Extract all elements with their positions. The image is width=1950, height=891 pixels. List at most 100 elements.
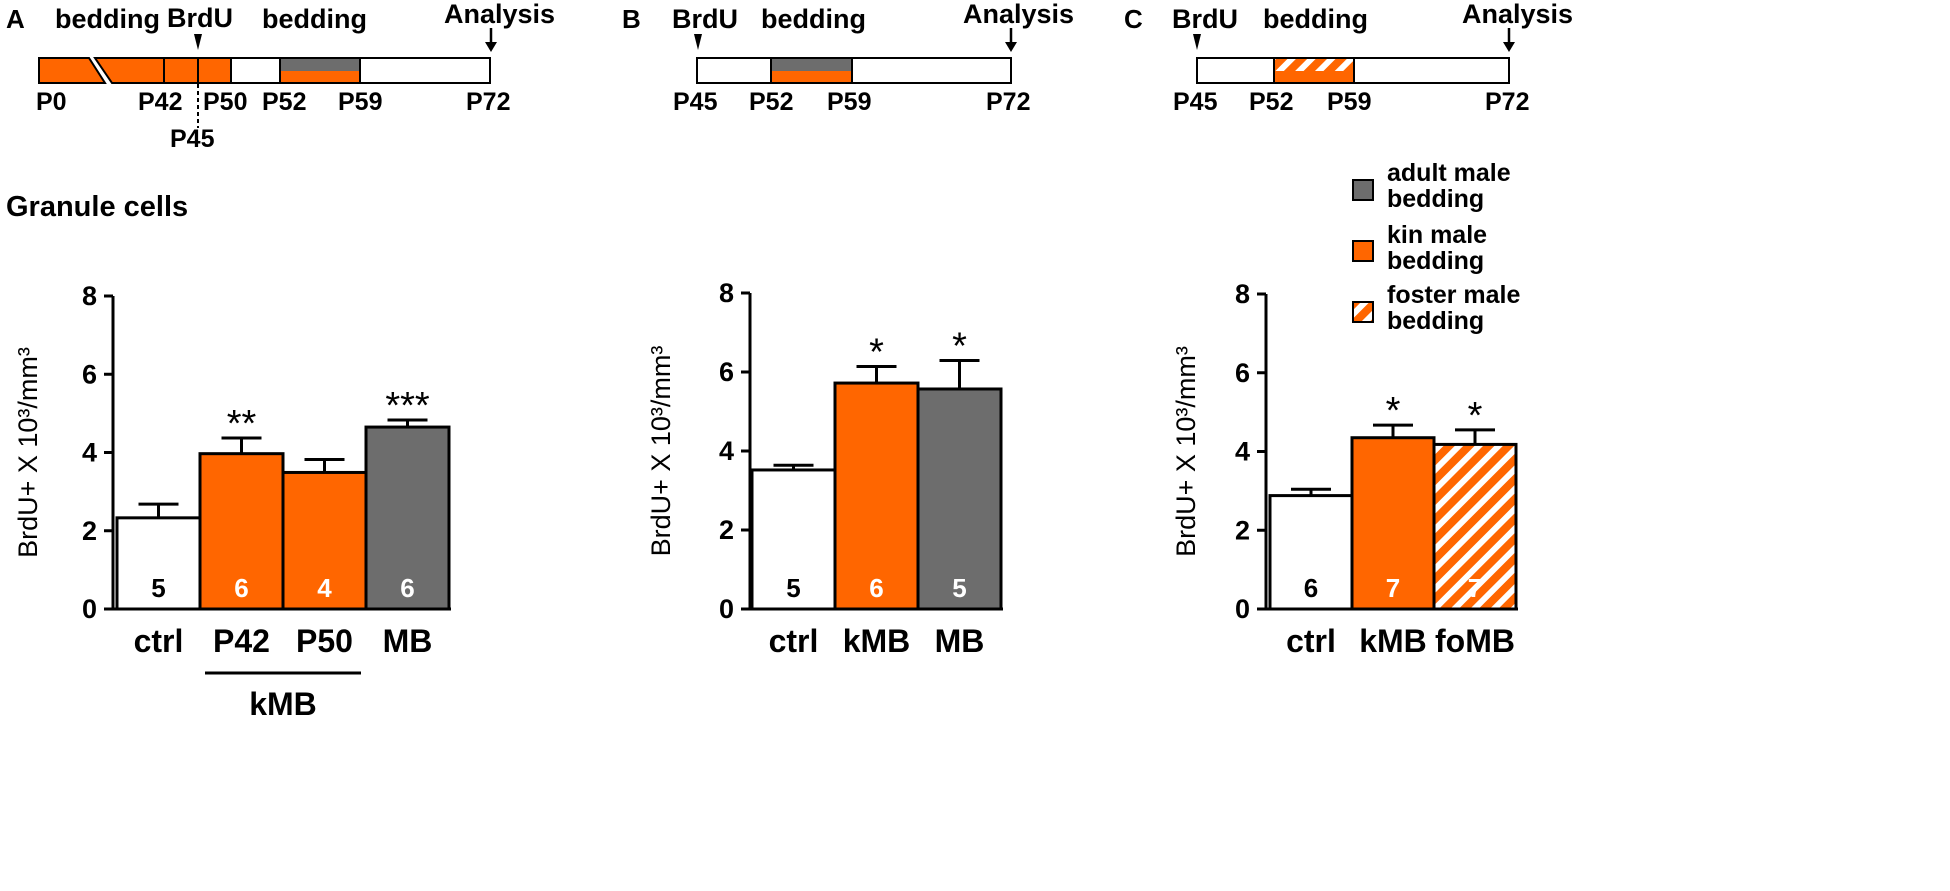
brdu-arrow-icon [1193,34,1201,50]
timeline-c-tick: P45 [1173,88,1218,116]
timeline-a-brdu-label: BrdU [167,3,233,33]
timeline-b-analysis-label: Analysis [963,0,1074,29]
group-label: kMB [249,686,317,722]
y-tick-label: 2 [719,515,734,545]
timeline-b-tick: P52 [749,88,793,116]
y-tick-label: 4 [1235,437,1250,467]
timeline-a-tick: P52 [262,88,306,116]
significance-label: *** [385,385,430,427]
timeline-a-adult-bedding [280,58,360,71]
category-label: ctrl [1286,623,1336,659]
n-label: 6 [234,573,248,603]
timeline-a-tick: P0 [36,88,67,116]
category-label: ctrl [134,623,184,659]
bar [916,387,1003,611]
timeline-c-tick: P72 [1485,88,1529,116]
brdu-arrow-icon [194,34,202,50]
timeline-b-adult-bedding [771,58,852,71]
n-label: 6 [400,573,414,603]
significance-label: * [952,326,967,368]
analysis-arrow-icon [1503,42,1515,52]
n-label: 6 [1304,573,1318,603]
bar [1350,436,1436,611]
panel-letter-a: A [6,4,25,34]
panel-letter-c: C [1124,4,1143,34]
y-tick-label: 8 [82,281,97,311]
timeline-a-bedding2-label: bedding [262,4,367,34]
category-label: kMB [843,623,911,659]
y-tick-label: 8 [719,278,734,308]
y-tick-label: 6 [719,357,734,387]
legend-swatch-adult [1352,179,1374,201]
y-tick-label: 2 [1235,515,1250,545]
analysis-arrow-icon [1005,42,1017,52]
y-tick-label: 0 [1235,594,1250,624]
y-tick-label: 2 [82,516,97,546]
legend-label-adult: adult male [1387,159,1511,187]
category-label: ctrl [769,623,819,659]
n-label: 4 [317,573,332,603]
category-label: MB [935,623,985,659]
timeline-a-tick: P50 [203,88,247,116]
timeline-b-bar [696,57,1012,84]
chart-a: 0 2 4 6 8 BrdU+ X 10³/mm³ 5 ctrl ** 6 P42 4 P50 *** 6 M… [13,281,451,722]
timeline-a-tick-p45: P45 [170,125,215,153]
timeline-b-brdu-label: BrdU [672,4,738,34]
timeline-a-kin-bedding [280,71,360,83]
legend-label-foster-line2: bedding [1387,307,1484,335]
bar [1268,494,1354,611]
timeline-c-tick: P59 [1327,88,1371,116]
section-title: Granule cells [6,191,188,223]
significance-label: * [1386,390,1401,432]
category-label: MB [383,623,433,659]
timeline-c-tick: P52 [1249,88,1293,116]
timeline-a-analysis-label: Analysis [444,0,555,29]
n-label: 5 [786,573,800,603]
y-axis-label: BrdU+ X 10³/mm³ [13,347,43,558]
category-label: kMB [1359,623,1427,659]
y-tick-label: 4 [719,436,734,466]
bar [1432,442,1518,611]
timeline-c-bedding-label: bedding [1263,4,1368,34]
y-tick-label: 6 [1235,358,1250,388]
y-tick-label: 4 [82,438,97,468]
legend: adult male bedding kin male bedding fost… [1352,159,1520,335]
significance-label: * [1468,395,1483,437]
analysis-arrow-icon [485,42,497,52]
timeline-a-segment-p0 [38,57,107,84]
timeline-b-tick: P72 [986,88,1030,116]
timeline-a: bedding BrdU bedding Analysis P0 P42 P50… [36,0,555,153]
bar [198,452,285,611]
timeline-c-brdu-label: BrdU [1172,4,1238,34]
timeline-a-tick: P72 [466,88,510,116]
y-tick-label: 0 [82,594,97,624]
chart-b: 0 2 4 6 8 BrdU+ X 10³/mm³ 5 ctrl * 6 kMB * 5 MB [646,278,1003,659]
chart-c: 0 2 4 6 8 BrdU+ X 10³/mm³ 6 ctrl * 7 kMB * 7 foMB [1171,279,1518,659]
timeline-c-foster-bedding [1274,58,1354,71]
y-tick-label: 8 [1235,279,1250,309]
bar [750,468,837,611]
significance-label: * [869,331,884,373]
n-label: 5 [952,573,966,603]
n-label: 6 [869,573,883,603]
timeline-b-tick: P59 [827,88,871,116]
bar [833,381,920,611]
timeline-c-analysis-label: Analysis [1462,0,1573,29]
n-label: 7 [1468,573,1482,603]
timeline-a-tick: P59 [338,88,382,116]
n-label: 7 [1386,573,1400,603]
brdu-arrow-icon [694,34,702,50]
timeline-b-tick: P45 [673,88,718,116]
timeline-a-tick: P42 [138,88,182,116]
legend-swatch-foster [1352,301,1374,323]
y-axis-label: BrdU+ X 10³/mm³ [1171,346,1201,557]
y-tick-label: 0 [719,594,734,624]
n-label: 5 [151,573,165,603]
timeline-a-bedding1-label: bedding [55,4,160,34]
significance-label: ** [227,403,257,445]
y-tick-label: 6 [82,359,97,389]
category-label: P50 [296,623,353,659]
category-label: P42 [213,623,270,659]
timeline-b-kin-bedding [771,71,852,83]
